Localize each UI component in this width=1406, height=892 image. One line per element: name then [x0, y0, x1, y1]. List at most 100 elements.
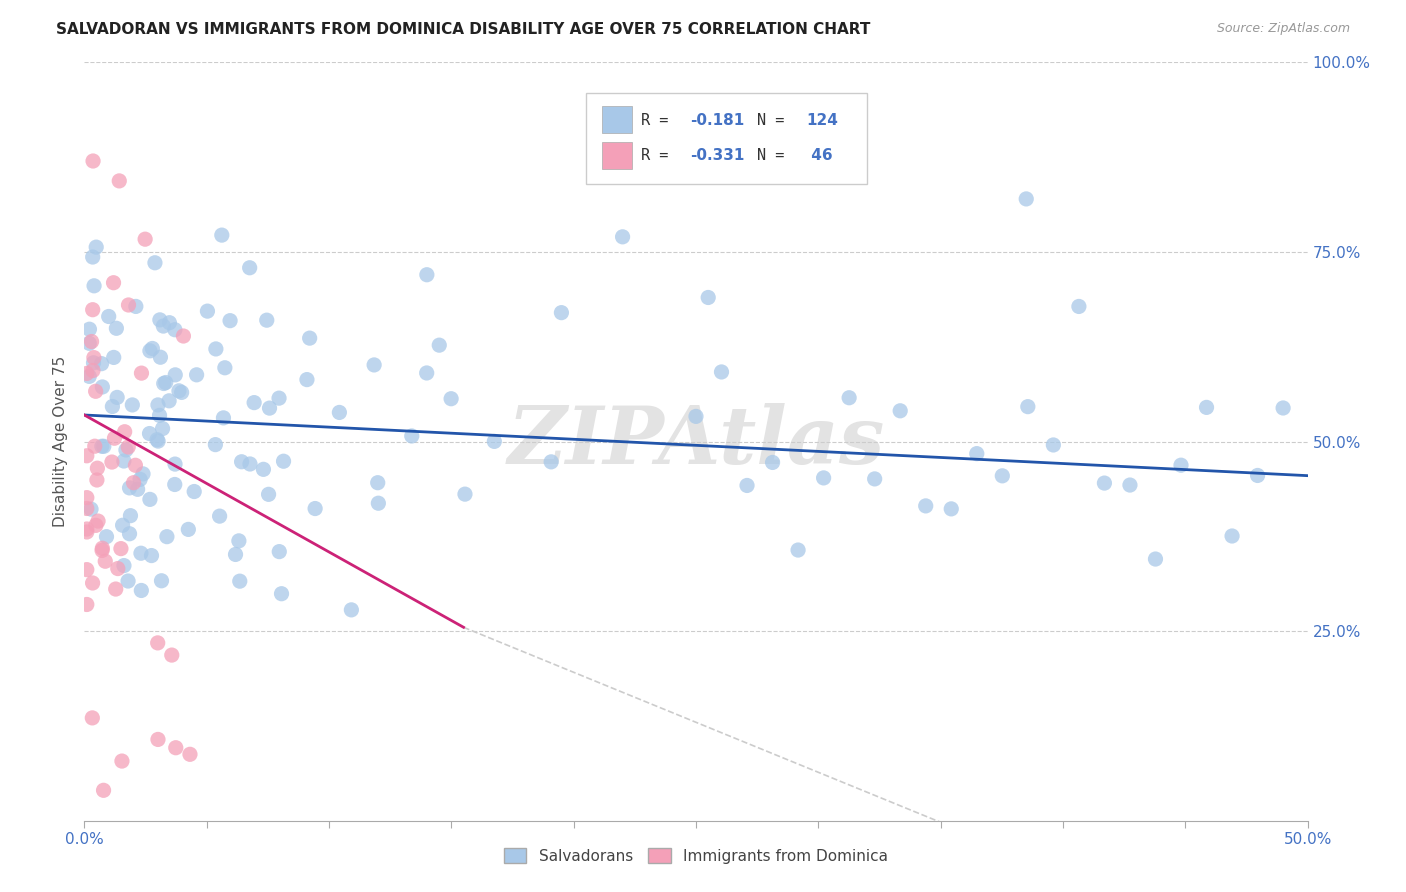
Point	[204, 437, 226, 451]
Point	[139, 343, 162, 358]
Point	[156, 530, 179, 544]
Point	[80, 502, 103, 516]
Point	[84, 384, 107, 399]
Point	[225, 548, 247, 562]
Point	[1272, 401, 1295, 415]
Point	[117, 440, 139, 454]
Point	[298, 331, 321, 345]
Point	[82, 153, 104, 168]
Point	[91, 541, 114, 556]
Point	[440, 392, 463, 406]
Point	[270, 587, 292, 601]
Point	[79, 322, 101, 336]
Point	[83, 439, 105, 453]
Point	[401, 429, 423, 443]
Point	[90, 439, 112, 453]
Point	[1015, 192, 1038, 206]
Point	[80, 334, 103, 349]
Point	[108, 174, 131, 188]
Text: -0.181: -0.181	[690, 112, 744, 128]
Point	[83, 351, 105, 365]
Point	[212, 410, 235, 425]
Point	[273, 454, 295, 468]
Point	[127, 483, 149, 497]
Point	[76, 367, 98, 381]
Point	[163, 477, 186, 491]
Point	[1246, 468, 1268, 483]
Point	[111, 754, 134, 768]
Point	[83, 356, 105, 370]
Point	[363, 358, 385, 372]
Point	[84, 518, 107, 533]
Point	[838, 391, 860, 405]
Point	[146, 398, 169, 412]
Point	[141, 549, 163, 563]
Point	[82, 250, 104, 264]
Point	[415, 366, 437, 380]
Point	[101, 400, 124, 414]
Point	[152, 421, 174, 435]
Point	[735, 478, 758, 492]
Point	[697, 291, 720, 305]
Point	[1220, 529, 1243, 543]
Point	[91, 543, 114, 558]
Point	[105, 321, 128, 335]
Y-axis label: Disability Age Over 75: Disability Age Over 75	[53, 356, 69, 527]
Point	[787, 543, 810, 558]
Point	[86, 461, 108, 475]
Point	[914, 499, 936, 513]
Legend: Salvadorans, Immigrants from Dominica: Salvadorans, Immigrants from Dominica	[498, 842, 894, 870]
Point	[82, 711, 104, 725]
Point	[243, 395, 266, 409]
Point	[141, 342, 163, 356]
Point	[239, 457, 262, 471]
Point	[131, 583, 153, 598]
Point	[813, 471, 835, 485]
Point	[103, 276, 125, 290]
Point	[889, 404, 911, 418]
Point	[612, 229, 634, 244]
Point	[84, 240, 107, 254]
Point	[267, 391, 290, 405]
Point	[367, 496, 389, 510]
Point	[761, 455, 783, 469]
Point	[129, 472, 152, 486]
Point	[138, 426, 160, 441]
Point	[177, 522, 200, 536]
Point	[118, 481, 141, 495]
Point	[863, 472, 886, 486]
Point	[1195, 401, 1218, 415]
Point	[710, 365, 733, 379]
Point	[86, 473, 108, 487]
Point	[93, 439, 115, 453]
Text: ZIPAtlas: ZIPAtlas	[508, 403, 884, 480]
Point	[205, 342, 228, 356]
Point	[93, 783, 115, 797]
Text: 46: 46	[806, 148, 832, 163]
Point	[228, 533, 250, 548]
FancyBboxPatch shape	[586, 93, 868, 184]
Point	[186, 368, 208, 382]
Text: N =: N =	[758, 112, 793, 128]
Point	[82, 576, 104, 591]
Text: Source: ZipAtlas.com: Source: ZipAtlas.com	[1216, 22, 1350, 36]
Point	[304, 501, 326, 516]
Point	[101, 455, 124, 469]
Point	[685, 409, 707, 424]
Point	[165, 740, 187, 755]
Point	[76, 491, 98, 505]
Point	[97, 310, 120, 324]
Point	[103, 351, 125, 365]
Point	[1017, 400, 1039, 414]
Text: R =: R =	[641, 112, 678, 128]
Point	[96, 530, 118, 544]
Point	[94, 554, 117, 568]
Point	[157, 316, 180, 330]
Point	[340, 603, 363, 617]
Point	[257, 487, 280, 501]
Point	[269, 544, 291, 558]
Text: 124: 124	[806, 112, 838, 128]
Point	[208, 509, 231, 524]
Point	[115, 442, 138, 457]
FancyBboxPatch shape	[602, 106, 633, 133]
